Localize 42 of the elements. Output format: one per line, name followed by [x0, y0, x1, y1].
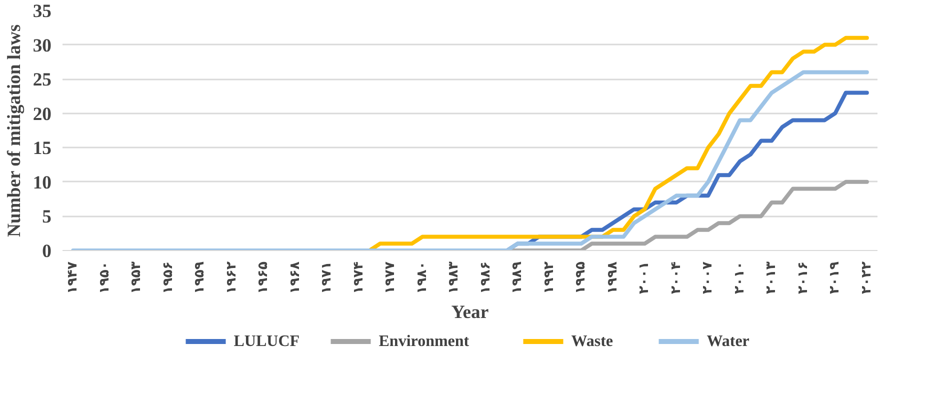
x-tick-label: ۱۹۵۰ [97, 261, 112, 294]
x-tick-label: ۱۹۸۳ [446, 261, 462, 294]
x-tick-label: ۲۰۰۷ [700, 261, 716, 294]
x-tick-label: ۱۹۷۷ [383, 261, 398, 294]
x-tick-label: ۱۹۹۸ [605, 261, 620, 294]
x-tick-label: ۱۹۹۲ [542, 261, 557, 294]
legend-label: Waste [571, 333, 614, 350]
x-tick-label: ۲۰۱۹ [828, 261, 843, 294]
y-tick-label: 25 [32, 70, 52, 91]
legend-label: Environment [378, 333, 470, 350]
x-axis-title: Year [451, 302, 489, 324]
x-tick-label: ۱۹۵۳ [129, 261, 144, 294]
x-tick-label: ۲۰۱۰ [732, 261, 748, 294]
x-tick-label: ۲۰۲۲ [859, 261, 874, 294]
legend-label: Water [706, 333, 750, 350]
x-tick-label: ۱۹۸۹ [510, 261, 526, 294]
y-tick-label: 15 [32, 138, 52, 160]
x-tick-label: ۲۰۱۶ [796, 261, 811, 294]
x-tick-label: ۱۹۶۸ [288, 261, 303, 294]
y-axis-title: Number of mitigation laws [4, 24, 25, 237]
x-tick-label: ۱۹۵۶ [160, 261, 176, 294]
y-tick-label: 10 [32, 172, 52, 194]
x-tick-label: ۱۹۸۶ [478, 261, 494, 294]
x-tick-label: ۱۹۶۵ [256, 261, 272, 294]
y-tick-label: 5 [42, 206, 52, 228]
x-tick-label: ۱۹۸۰ [414, 261, 430, 294]
x-tick-label: ۱۹۹۵ [574, 261, 589, 294]
x-tick-label: ۱۹۶۲ [224, 261, 240, 294]
line-series [71, 70, 869, 250]
y-tick-label: 30 [32, 35, 52, 56]
y-tick-label: 0 [42, 241, 52, 262]
x-tick-label: ۱۹۷۱ [320, 261, 335, 294]
x-tick-label: ۲۰۰۱ [637, 261, 652, 294]
x-tick-label: ۱۹۴۷ [66, 261, 81, 294]
line-series [367, 36, 869, 250]
y-tick-label: 35 [32, 1, 52, 22]
y-tick-label: 20 [32, 104, 52, 125]
x-tick-label: ۱۹۵۹ [192, 261, 208, 294]
legend-label: LULUCF [234, 333, 300, 350]
x-tick-label: ۱۹۷۴ [351, 261, 366, 294]
x-tick-label: ۲۰۰۴ [668, 261, 684, 294]
x-tick-label: ۲۰۱۳ [764, 261, 780, 294]
